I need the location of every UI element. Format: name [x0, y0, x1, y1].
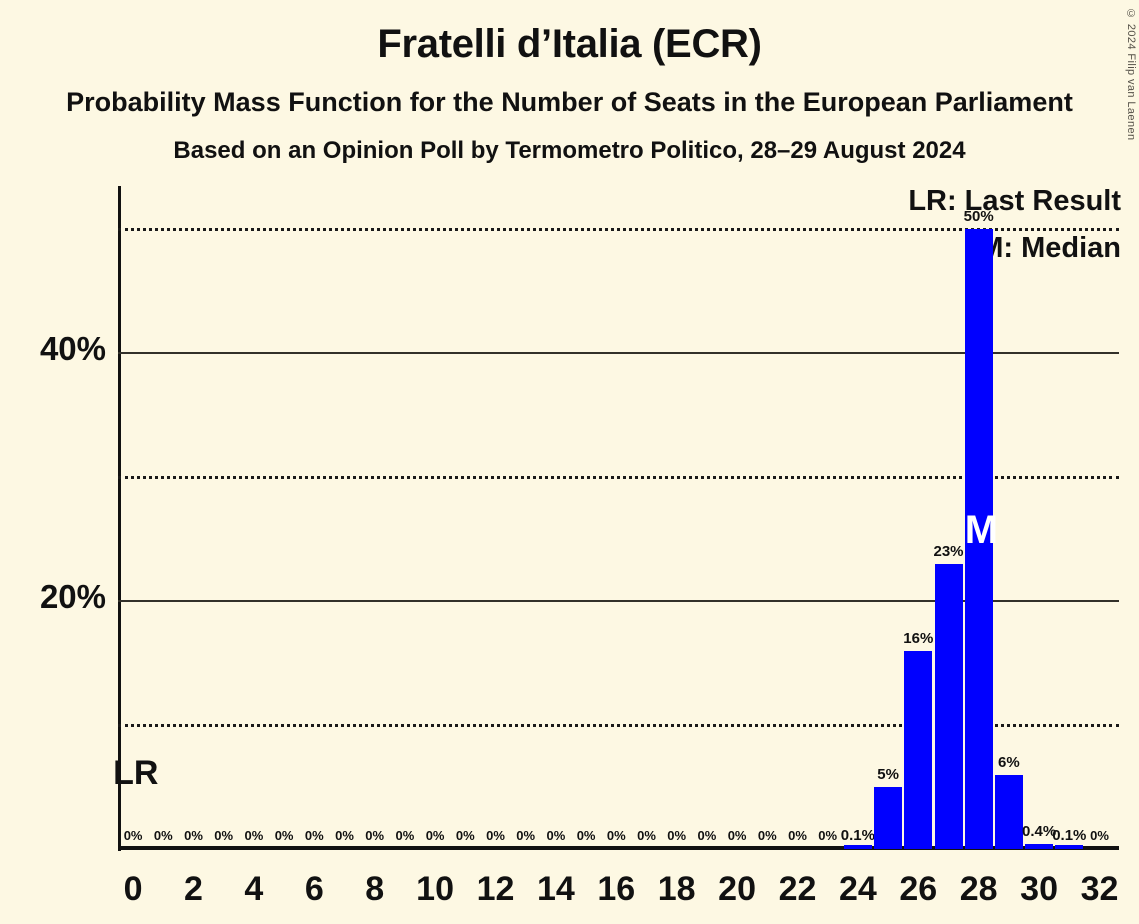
gridline-solid-20: [118, 600, 1119, 602]
x-tick-label-30: 30: [1020, 870, 1058, 908]
x-tick-label-32: 32: [1080, 870, 1119, 908]
bar-value-label-seat-20: 0%: [727, 828, 747, 843]
bar-value-label-seat-23: 0%: [818, 828, 838, 843]
x-tick-label-24: 24: [838, 870, 877, 908]
bar-value-label-seat-7: 0%: [335, 828, 354, 843]
bar-value-label-seat-12: 0%: [486, 828, 505, 843]
bar-value-label-seat-8: 0%: [365, 828, 385, 843]
x-tick-label-18: 18: [657, 870, 696, 908]
bar-value-label-seat-11: 0%: [455, 828, 475, 843]
bar-seat-28[interactable]: [964, 229, 993, 849]
last-result-marker: LR: [113, 754, 159, 792]
bar-value-label-seat-29: 6%: [998, 753, 1020, 771]
bar-value-label-seat-5: 0%: [274, 828, 294, 843]
median-marker: M: [964, 508, 999, 552]
chart-source-line: Based on an Opinion Poll by Termometro P…: [173, 137, 966, 164]
bar-value-label-seat-2: 0%: [184, 828, 203, 843]
x-tick-label-16: 16: [597, 870, 636, 908]
bar-value-label-seat-16: 0%: [606, 828, 626, 843]
bar-seat-30[interactable]: [1025, 844, 1054, 849]
bar-value-label-seat-0: 0%: [123, 828, 143, 843]
bar-value-label-seat-25: 5%: [877, 766, 899, 783]
bar-seat-29[interactable]: [994, 774, 1023, 849]
bar-value-label-seat-31: 0.1%: [1052, 826, 1087, 844]
bar-value-label-seat-13: 0%: [516, 828, 536, 843]
y-tick-label-40%: 40%: [39, 330, 106, 367]
copyright-notice: © 2024 Filip van Laenen: [1125, 8, 1137, 141]
x-axis-line: [118, 846, 1119, 850]
bar-value-label-seat-10: 0%: [425, 828, 445, 843]
bar-value-label-seat-19: 0%: [697, 828, 717, 843]
x-tick-label-14: 14: [536, 870, 575, 908]
bar-value-label-seat-1: 0%: [153, 828, 173, 843]
bar-value-label-seat-26: 16%: [903, 629, 934, 647]
x-tick-label-20: 20: [718, 870, 756, 908]
bar-seat-26[interactable]: [904, 650, 933, 849]
bar-seat-24[interactable]: [843, 845, 872, 849]
y-tick-label-20%: 20%: [39, 578, 106, 615]
plot-area: 0% 0% 0% 0% 0% 0% 0% 0% 0% 0% 0% 0% 0% 0% 0% 0% 0% 0% 0% 0%…: [113, 186, 1119, 849]
x-tick-label-4: 4: [244, 870, 264, 908]
x-tick-label-28: 28: [959, 870, 998, 908]
chart-subtitle: Probability Mass Function for the Number…: [66, 87, 1073, 117]
bar-value-label-seat-28: 50%: [963, 208, 994, 225]
legend-last-result: LR: Last Result: [908, 185, 1121, 217]
bar-value-label-seat-21: 0%: [757, 828, 777, 843]
bar-seat-31[interactable]: [1055, 845, 1084, 849]
x-tick-label-6: 6: [304, 870, 324, 908]
bar-value-label-seat-9: 0%: [395, 828, 415, 843]
gridline-dotted-30: [118, 476, 1119, 479]
bar-value-label-seat-18: 0%: [667, 828, 687, 843]
gridline-solid-40: [118, 352, 1119, 354]
bar-value-label-seat-30: 0.4%: [1021, 823, 1057, 841]
bar-value-label-seat-27: 23%: [933, 542, 964, 560]
x-tick-label-12: 12: [476, 870, 515, 908]
x-tick-label-26: 26: [899, 870, 938, 908]
bar-seat-25[interactable]: [874, 787, 903, 849]
bar-value-label-seat-32: 0%: [1090, 828, 1109, 843]
x-tick-label-10: 10: [416, 870, 454, 908]
bar-value-label-seat-15: 0%: [576, 828, 596, 843]
x-tick-label-8: 8: [365, 870, 385, 908]
bar-seat-27[interactable]: [934, 563, 963, 849]
bar-value-label-seat-22: 0%: [788, 828, 807, 843]
bar-value-label-seat-4: 0%: [244, 828, 264, 843]
bar-value-label-seat-3: 0%: [214, 828, 234, 843]
bar-value-label-seat-17: 0%: [637, 828, 656, 843]
x-tick-label-22: 22: [778, 870, 817, 908]
bar-value-label-seat-6: 0%: [304, 828, 324, 843]
bar-value-label-seat-14: 0%: [546, 828, 566, 843]
gridline-dotted-50: [118, 228, 1119, 231]
bar-value-label-seat-24: 0.1%: [840, 826, 875, 844]
y-axis-line: [118, 186, 121, 851]
x-tick-label-2: 2: [184, 870, 203, 908]
chart-title: Fratelli d’Italia (ECR): [377, 22, 762, 66]
x-tick-label-0: 0: [123, 870, 143, 908]
legend-median: M: Median: [979, 232, 1121, 264]
gridline-dotted-10: [118, 724, 1119, 727]
